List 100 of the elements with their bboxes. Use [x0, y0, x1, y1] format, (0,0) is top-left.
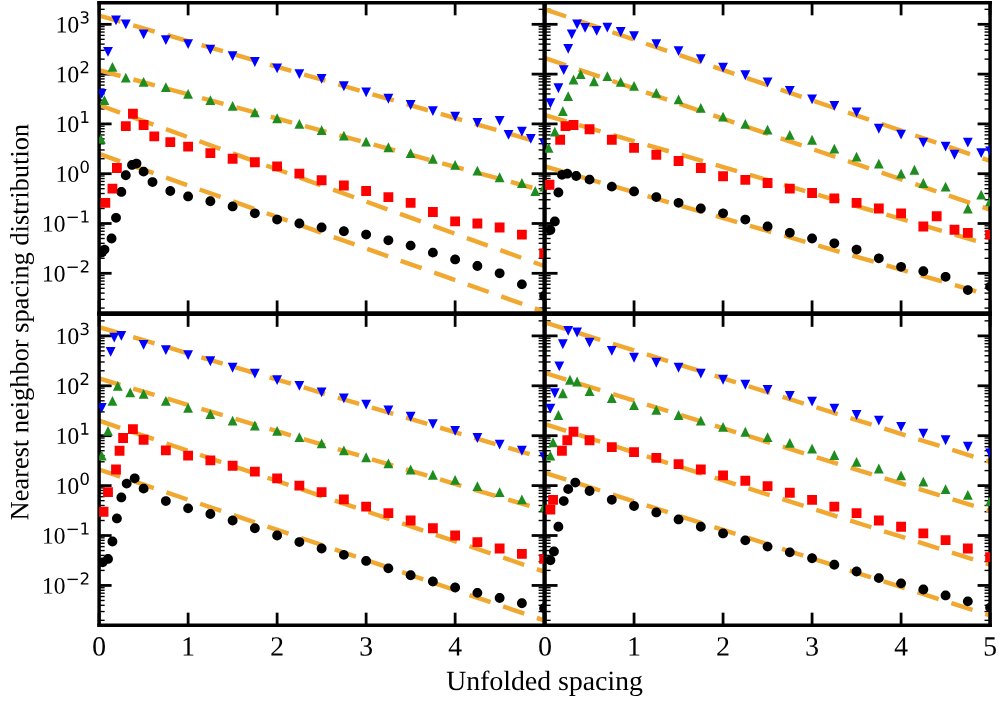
point [695, 102, 706, 113]
point [762, 178, 773, 188]
point [940, 590, 951, 601]
point [762, 432, 773, 442]
point [940, 141, 951, 152]
point [450, 582, 461, 593]
point [383, 142, 394, 153]
point [896, 208, 906, 219]
point [128, 108, 138, 119]
point [629, 400, 639, 411]
point [316, 74, 327, 84]
point [116, 492, 127, 503]
point [338, 549, 349, 560]
point [557, 339, 568, 350]
y-tick-label: 10$^{−1}$ [43, 210, 89, 232]
point [918, 137, 929, 148]
point [530, 186, 541, 196]
y-tick-label: 10$^{−1}$ [43, 522, 89, 544]
point [494, 115, 505, 126]
point [584, 435, 595, 446]
point [896, 470, 906, 481]
point [294, 432, 305, 442]
point [976, 148, 987, 158]
point [673, 156, 684, 166]
point [138, 388, 149, 399]
point [427, 106, 438, 117]
point [361, 452, 372, 463]
point [405, 570, 416, 581]
point [227, 362, 238, 373]
point [107, 61, 118, 72]
point [558, 65, 569, 76]
point [829, 450, 840, 460]
point [784, 547, 795, 558]
point [931, 211, 942, 222]
point [563, 325, 574, 336]
point [851, 197, 862, 208]
x-tick-label: 5 [984, 637, 996, 656]
point [383, 458, 394, 469]
point [962, 285, 973, 296]
point [116, 330, 127, 341]
point [651, 192, 662, 202]
point [718, 171, 728, 182]
point [427, 469, 438, 480]
point [338, 226, 349, 237]
point [651, 507, 662, 518]
point [740, 214, 751, 225]
point [557, 388, 568, 399]
point [249, 523, 260, 534]
point [740, 119, 751, 129]
point [316, 387, 327, 398]
point [120, 72, 131, 83]
point [249, 420, 260, 431]
point [651, 404, 662, 415]
point [718, 470, 728, 481]
point [338, 393, 349, 404]
point [405, 464, 416, 475]
point [602, 22, 613, 33]
point [829, 100, 840, 111]
point [160, 35, 171, 46]
point [205, 409, 216, 420]
point [651, 149, 662, 160]
point [602, 71, 613, 82]
point [918, 428, 929, 439]
point [205, 148, 216, 158]
point [125, 387, 136, 398]
x-tick-label: 3 [806, 637, 818, 656]
x-axis-title: Unfolded spacing [446, 670, 643, 696]
point [516, 445, 527, 456]
point [383, 235, 394, 246]
point [249, 208, 260, 219]
point [205, 95, 216, 106]
point [615, 27, 626, 37]
point [227, 515, 238, 526]
point [606, 442, 617, 453]
point [549, 546, 559, 557]
y-tick-label: 10$^{3}$ [57, 11, 89, 33]
point [572, 19, 582, 30]
point [316, 543, 327, 554]
point [111, 212, 121, 223]
point [516, 598, 527, 609]
point [851, 244, 862, 255]
point [120, 121, 131, 132]
point [138, 483, 149, 494]
point [829, 559, 840, 570]
point [227, 153, 238, 164]
point [516, 279, 527, 290]
point [205, 509, 216, 519]
point [629, 80, 639, 91]
point [503, 130, 514, 140]
point [555, 134, 566, 145]
point [570, 477, 581, 488]
x-tick-label: 4 [448, 637, 462, 656]
point [160, 496, 171, 506]
point [472, 261, 483, 271]
point [558, 496, 569, 506]
point [361, 136, 372, 147]
point [160, 395, 171, 406]
point [116, 187, 127, 197]
point [227, 415, 238, 426]
point [249, 57, 260, 67]
